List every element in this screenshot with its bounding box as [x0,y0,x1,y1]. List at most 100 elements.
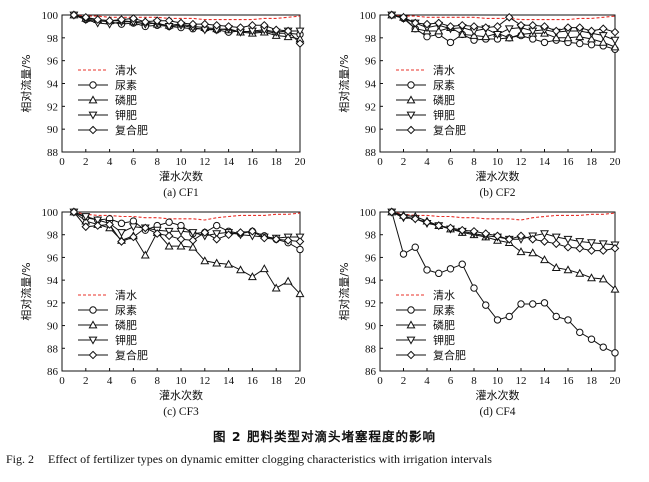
y-tick-label: 90 [47,124,59,136]
legend-marker [88,125,98,135]
figure-caption-en-text: Effect of fertilizer types on dynamic em… [48,452,492,466]
data-point [283,26,293,36]
data-point [176,18,186,28]
data-point [516,247,526,256]
x-tick-label: 6 [448,375,454,387]
data-point [259,20,269,30]
series-line [73,211,301,221]
y-tick-label: 92 [365,101,376,113]
y-tick-label: 88 [365,147,377,159]
data-point [611,349,619,357]
series-0 [391,14,616,21]
data-point [283,236,293,245]
data-point [176,241,186,250]
x-tick-label: 12 [516,375,527,387]
panel-title: (c) CF3 [163,406,199,418]
data-point [587,335,596,343]
data-point [422,217,432,227]
x-tick-label: 0 [377,375,383,387]
x-tick-label: 10 [176,375,188,387]
y-axis-label: 相对流量/% [337,262,351,320]
data-point [563,242,573,252]
data-point [458,260,466,268]
x-tick-label: 8 [471,156,477,168]
panel-title: (b) CF2 [479,187,515,199]
data-point [551,239,561,249]
data-point [200,19,210,29]
data-point [387,10,397,20]
chart-panel-3: 0 2 4 6 8 10 12 14 16 18 20 86 88 90 92 94 96 98 100 灌水次数 相对… [19,207,306,418]
x-tick-label: 12 [516,156,527,168]
data-point [598,37,608,46]
x-tick-label: 14 [539,375,551,387]
x-tick-label: 10 [176,156,188,168]
data-point [399,212,408,221]
legend-label: 磷肥 [115,94,137,107]
y-tick-label: 100 [42,207,59,219]
y-tick-label: 86 [47,366,59,378]
data-point [587,34,596,43]
data-point [164,16,174,26]
data-point [610,244,620,253]
data-point [564,316,572,324]
data-point [540,255,549,264]
data-point [517,300,525,308]
data-point [224,230,233,240]
x-axis-label: 灌水次数 [159,388,203,402]
legend-marker [88,320,98,329]
data-point [598,274,608,283]
x-tick-label: 14 [539,156,551,168]
x-tick-label: 0 [377,156,383,168]
data-point [575,23,585,32]
y-tick-label: 100 [42,10,59,22]
data-point [576,39,584,48]
series-line [73,14,301,21]
data-point [540,22,549,31]
x-tick-label: 4 [424,156,430,168]
data-point [481,32,491,41]
legend-marker [406,336,416,345]
x-tick-label: 2 [83,156,89,168]
y-tick-label: 88 [365,343,377,355]
chart-panel-4: 0 2 4 6 8 10 12 14 16 18 20 86 88 90 92 94 96 98 100 灌水次数 相对… [337,207,621,418]
y-tick-label: 98 [47,230,59,242]
x-tick-label: 16 [247,375,259,387]
y-tick-label: 90 [365,124,377,136]
x-tick-label: 10 [492,375,504,387]
y-tick-label: 98 [365,33,377,45]
panel-title: (a) CF1 [163,187,199,199]
data-point [575,268,585,277]
x-tick-label: 8 [154,375,160,387]
legend-marker [88,336,98,345]
data-point [575,32,585,41]
data-point [200,228,210,237]
legend-marker [406,95,416,104]
data-point [117,15,126,24]
data-point [176,227,186,236]
y-tick-label: 86 [365,366,377,378]
legend-label: 尿素 [115,79,137,92]
data-point [504,234,514,244]
legend-marker [406,320,416,329]
data-point [423,266,431,274]
x-tick-label: 4 [107,156,113,168]
data-point [236,228,245,237]
data-point [164,231,174,241]
x-tick-label: 14 [223,375,235,387]
data-point [446,223,455,233]
data-point [457,225,467,235]
data-point [224,259,234,268]
legend-marker [406,125,416,135]
data-point [81,12,91,22]
data-point [271,283,281,292]
x-tick-label: 20 [295,375,307,387]
y-tick-label: 96 [47,252,59,264]
data-point [200,256,210,265]
data-point [610,42,620,51]
series-4 [387,207,620,255]
legend-label: 复合肥 [433,123,466,137]
data-point [516,20,526,30]
data-point [551,263,561,272]
data-point [152,229,162,238]
